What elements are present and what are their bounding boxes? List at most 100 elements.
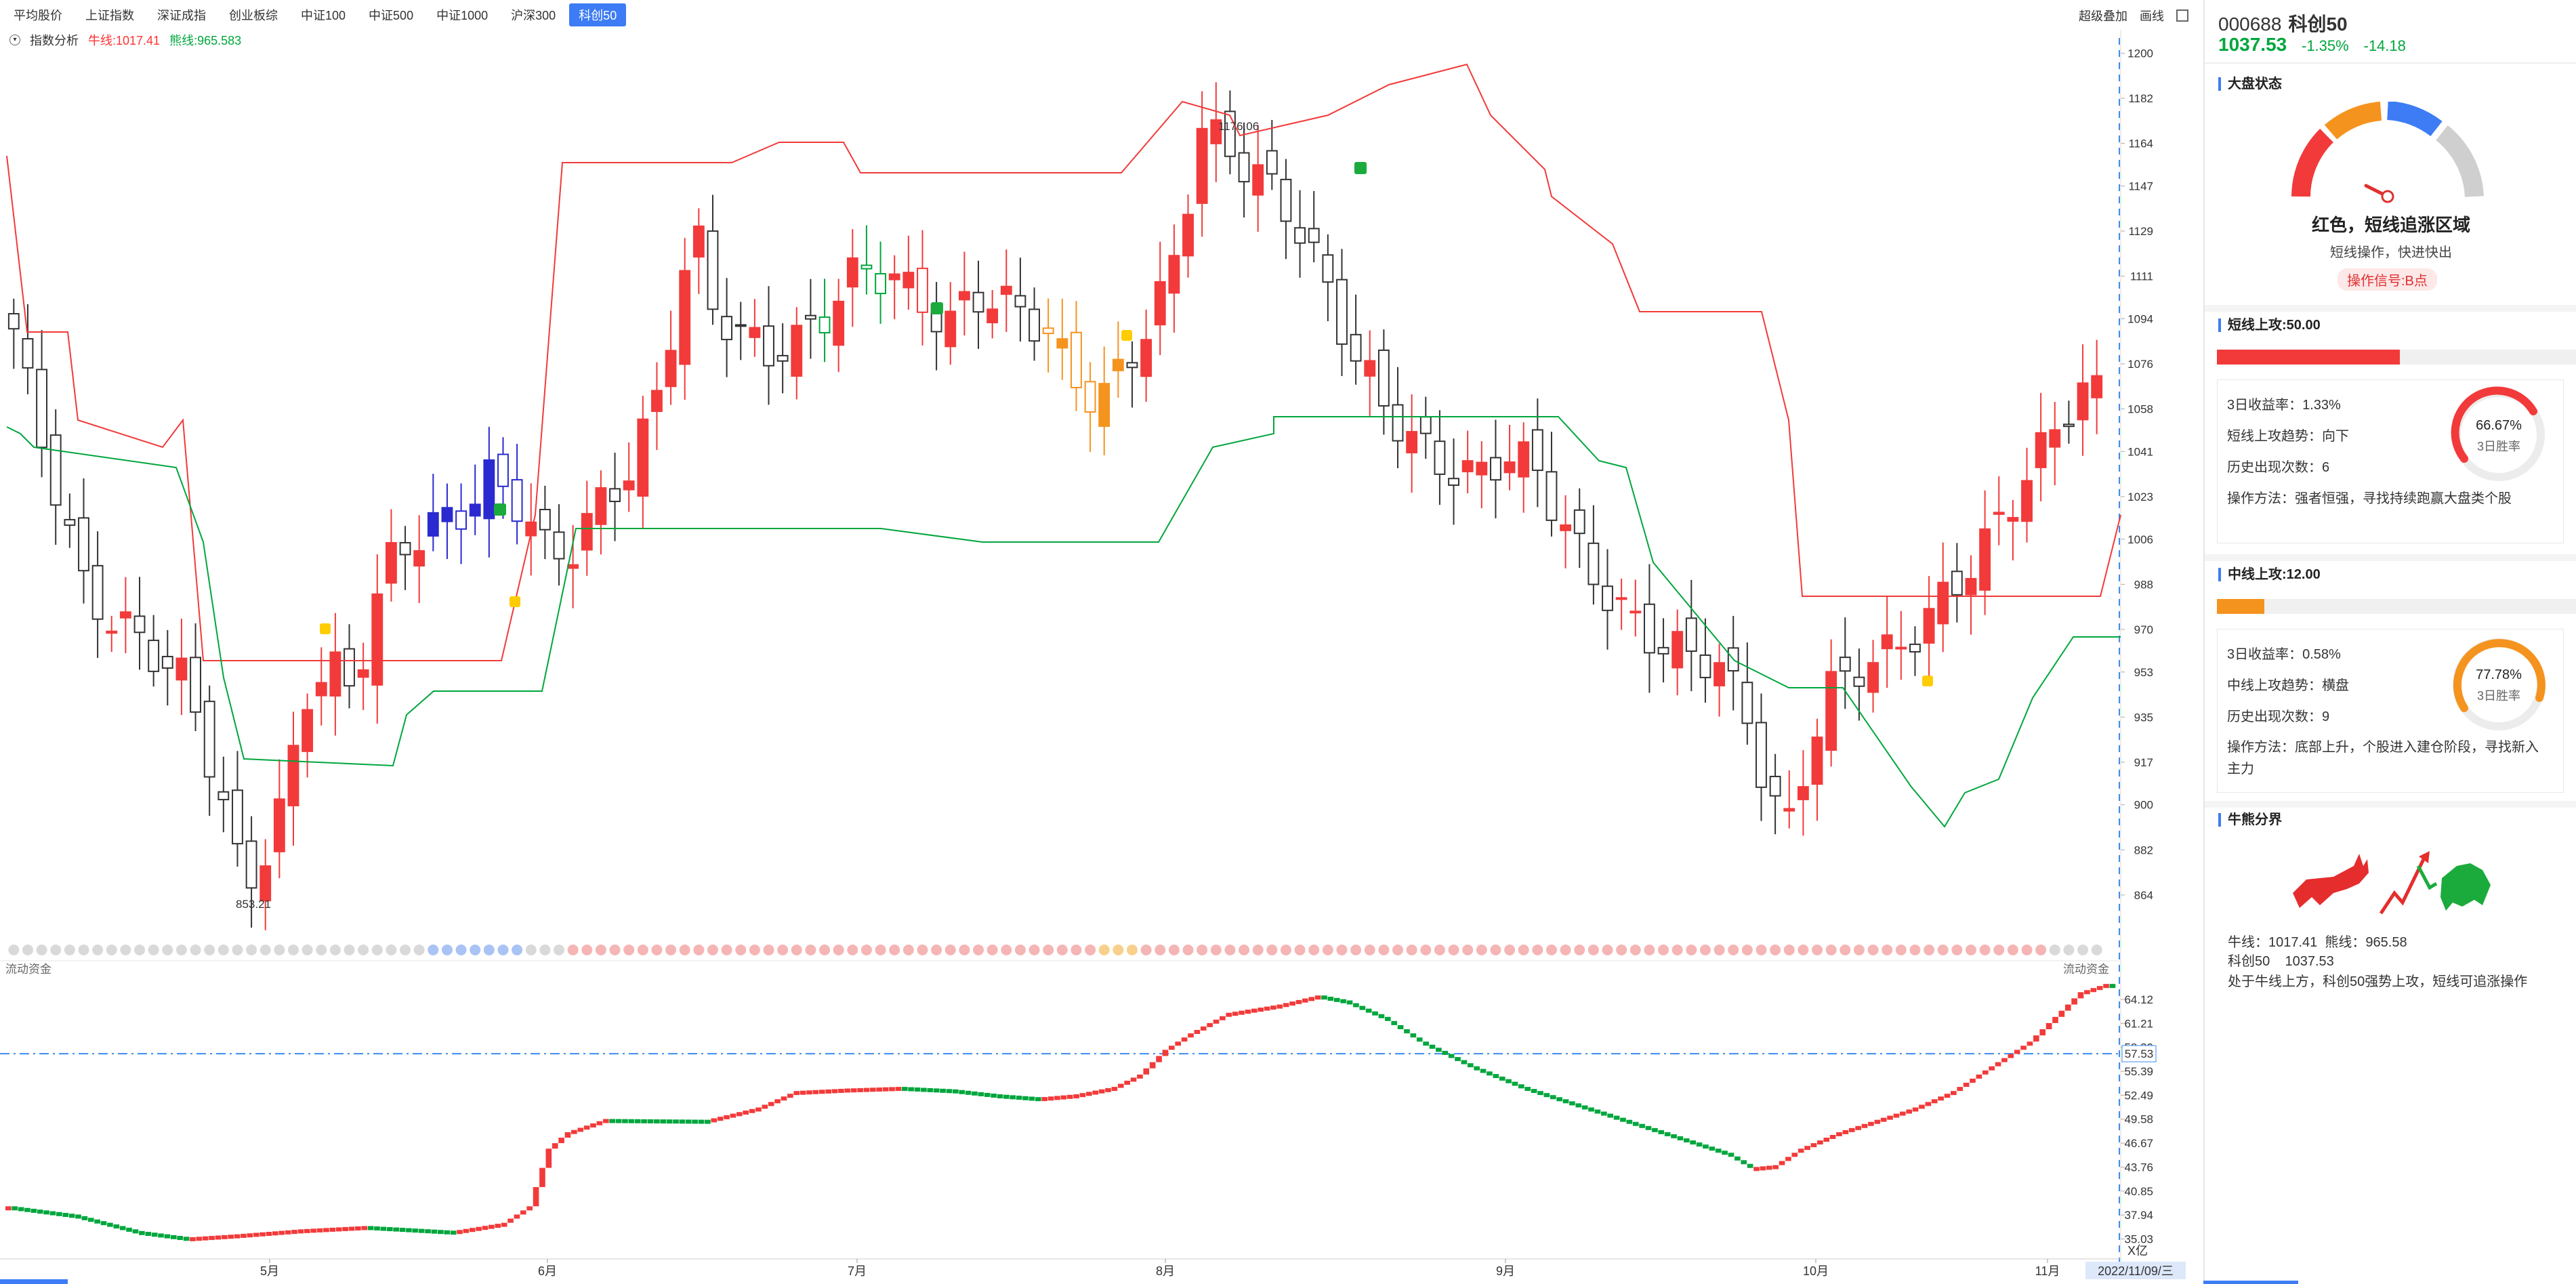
- tab-3[interactable]: 创业板综: [229, 9, 278, 22]
- tab-4[interactable]: 中证100: [301, 9, 346, 22]
- candle-body: [1042, 327, 1054, 335]
- state-dot: [1993, 945, 2005, 955]
- flow-step: [1226, 1012, 1232, 1017]
- candle-body: [623, 480, 635, 491]
- flow-step: [94, 1219, 100, 1224]
- state-dot: [763, 945, 774, 955]
- flow-step: [654, 1119, 660, 1124]
- candle-body: [609, 488, 621, 503]
- candle-body: [455, 510, 468, 530]
- candle-body: [287, 745, 299, 806]
- state-dot: [1812, 945, 1823, 955]
- flow-step: [2020, 1045, 2027, 1050]
- flow-step: [43, 1210, 49, 1215]
- state-dot: [539, 945, 551, 955]
- state-dot: [217, 945, 229, 955]
- candle-body: [665, 350, 677, 388]
- flow-step: [1022, 1096, 1029, 1100]
- bear-line-label: 熊线:965.583: [169, 34, 242, 47]
- flow-step: [158, 1233, 164, 1238]
- candle-body: [917, 268, 928, 313]
- indicator-name: 指数分析: [30, 34, 79, 47]
- chart-area[interactable]: 平均股价 上证指数 深证成指 创业板综 中证100 中证500 中证1000 沪深300 科创5…: [0, 0, 2202, 1284]
- flow-step: [997, 1094, 1003, 1099]
- tab-0[interactable]: 平均股价: [14, 9, 62, 22]
- flow-y-label: 40.85: [2124, 1185, 2153, 1198]
- candle-body: [1280, 178, 1292, 222]
- flow-step: [316, 1228, 323, 1233]
- flow-step: [1893, 1113, 1900, 1118]
- flow-step: [1690, 1140, 1697, 1145]
- candle-body: [2007, 516, 2019, 522]
- y-tick-label: 1164: [2128, 138, 2153, 150]
- candle-body: [679, 270, 691, 365]
- candle-body: [1238, 152, 1250, 183]
- draw-line-button[interactable]: 画线: [2140, 9, 2164, 23]
- flow-step: [1995, 1062, 2001, 1066]
- flow-step: [1594, 1109, 1601, 1114]
- flow-step: [806, 1090, 812, 1095]
- y-tick-label: 1023: [2127, 491, 2153, 503]
- tab-6[interactable]: 中证1000: [436, 9, 489, 22]
- flow-step: [1899, 1111, 1906, 1116]
- tab-1[interactable]: 上证指数: [85, 9, 134, 22]
- state-dot: [386, 945, 397, 955]
- candle-body: [344, 648, 355, 687]
- candle-body: [1490, 457, 1501, 481]
- grid-icon[interactable]: [2176, 9, 2188, 22]
- flow-step: [1416, 1037, 1423, 1042]
- y-tick-label: 1041: [2127, 445, 2153, 458]
- candle-body: [1545, 471, 1558, 521]
- state-dot: [1420, 945, 1432, 955]
- flow-step: [1944, 1094, 1951, 1098]
- state-dot: [162, 945, 173, 955]
- x-tick-label: 9月: [1496, 1264, 1515, 1278]
- flow-step: [323, 1228, 329, 1233]
- flow-step: [1607, 1113, 1614, 1118]
- flow-step: [1632, 1121, 1639, 1126]
- flow-y-label: 52.49: [2124, 1089, 2153, 1102]
- candlestick-chart[interactable]: 1200 1182 1164 1147 1129 1111 1094 1076 1058 1041…: [0, 0, 2202, 1284]
- flow-step: [857, 1088, 863, 1092]
- tab-7[interactable]: 沪深300: [511, 9, 556, 22]
- flow-step: [406, 1228, 412, 1233]
- candle-body: [875, 273, 887, 295]
- tab-5[interactable]: 中证500: [369, 9, 414, 22]
- flow-step: [1029, 1096, 1035, 1101]
- collapse-icon[interactable]: ▾: [9, 35, 20, 45]
- mid-card: 3日收益率：0.58% 中线上攻趋势：横盘 历史出现次数：9 操作方法：底部上升…: [2217, 629, 2564, 793]
- state-dot: [1168, 945, 1180, 955]
- flow-step: [602, 1119, 609, 1123]
- x-tick-label: 8月: [1156, 1264, 1175, 1278]
- flow-step: [1308, 997, 1315, 1001]
- flow-step: [177, 1236, 183, 1241]
- state-dot: [329, 945, 341, 955]
- state-dot: [2091, 945, 2102, 955]
- candle-body: [1909, 643, 1921, 653]
- flow-step: [889, 1087, 895, 1092]
- flow-step: [1919, 1104, 1925, 1109]
- flow-step: [1601, 1111, 1607, 1116]
- state-dot: [1056, 945, 1068, 955]
- overlay-button[interactable]: 超级叠加: [2079, 9, 2127, 23]
- flow-step: [1829, 1134, 1836, 1139]
- state-dot: [1014, 945, 1026, 955]
- flow-step: [247, 1233, 253, 1238]
- flow-step: [1512, 1081, 1518, 1086]
- tab-2[interactable]: 深证成指: [157, 9, 206, 22]
- candle-body: [1392, 404, 1404, 442]
- state-dot: [1266, 945, 1278, 955]
- state-dot: [1126, 945, 1138, 955]
- flow-step: [418, 1228, 425, 1233]
- state-dot: [1882, 945, 1893, 955]
- candle-body: [1937, 581, 1949, 625]
- flow-step: [679, 1119, 686, 1124]
- tab-8[interactable]: 科创50: [569, 3, 627, 26]
- bull-bear-illustration: [2293, 851, 2491, 915]
- flow-step: [457, 1230, 463, 1235]
- short-card: 3日收益率：1.33% 短线上攻趋势：向下 历史出现次数：6 操作方法：强者恒强…: [2217, 379, 2564, 543]
- flow-step: [1397, 1024, 1404, 1029]
- flow-step: [1970, 1078, 1976, 1083]
- flow-step: [1848, 1127, 1855, 1132]
- state-dot: [413, 945, 425, 955]
